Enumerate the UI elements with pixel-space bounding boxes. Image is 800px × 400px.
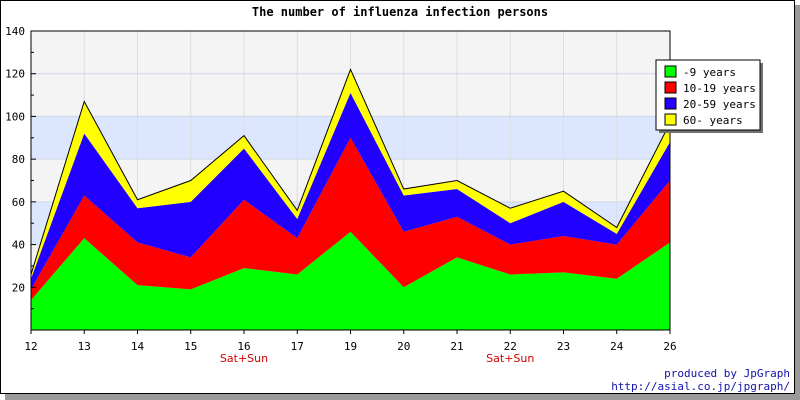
y-tick-label-20: 20 <box>12 281 25 294</box>
y-tick-label-60: 60 <box>12 196 25 209</box>
legend-label-1: -9 years <box>683 66 736 79</box>
credit-producer: produced by JpGraph <box>664 367 790 380</box>
x-tick-label-17: 17 <box>291 340 304 353</box>
total-outline <box>30 68 671 275</box>
legend-label-3: 20-59 years <box>683 98 756 111</box>
y-tick-label-100: 100 <box>5 110 25 123</box>
x-tick-label-21: 21 <box>450 340 463 353</box>
y-tick-label-120: 120 <box>5 68 25 81</box>
x-tick-label-14: 14 <box>131 340 145 353</box>
legend-label-4: 60- years <box>683 114 743 127</box>
x-sub-label-16: Sat+Sun <box>220 352 268 365</box>
x-tick-label-23: 23 <box>557 340 570 353</box>
x-tick-label-12: 12 <box>24 340 37 353</box>
legend-swatch-3 <box>664 97 677 110</box>
legend-swatch-2 <box>664 81 677 94</box>
x-sub-label-22: Sat+Sun <box>486 352 534 365</box>
stacked-areas <box>30 68 671 330</box>
x-tick-label-13: 13 <box>78 340 91 353</box>
chart-title: The number of influenza infection person… <box>252 5 548 19</box>
x-tick-label-16: 16 <box>237 340 250 353</box>
axes <box>30 30 671 334</box>
credit-url[interactable]: http://asial.co.jp/jpgraph/ <box>611 380 790 393</box>
x-tick-label-26: 26 <box>663 340 676 353</box>
legend-swatch-4 <box>664 113 677 126</box>
y-tick-label-140: 140 <box>5 25 25 38</box>
y-tick-label-40: 40 <box>12 239 25 252</box>
x-tick-label-24: 24 <box>610 340 624 353</box>
frame-shadow-bottom <box>5 394 800 400</box>
y-tick-label-80: 80 <box>12 153 25 166</box>
legend: -9 years 10-19 years 20-59 years 60- years <box>655 59 763 133</box>
x-tick-label-15: 15 <box>184 340 197 353</box>
area-series-1 <box>31 231 670 330</box>
legend-label-2: 10-19 years <box>683 82 756 95</box>
legend-swatch-1 <box>664 65 677 78</box>
area-series-2 <box>31 137 670 301</box>
x-tick-label-22: 22 <box>504 340 517 353</box>
x-tick-label-20: 20 <box>397 340 410 353</box>
area-series-3 <box>31 92 670 290</box>
frame-shadow-right <box>795 5 800 400</box>
x-tick-label-19: 19 <box>344 340 357 353</box>
